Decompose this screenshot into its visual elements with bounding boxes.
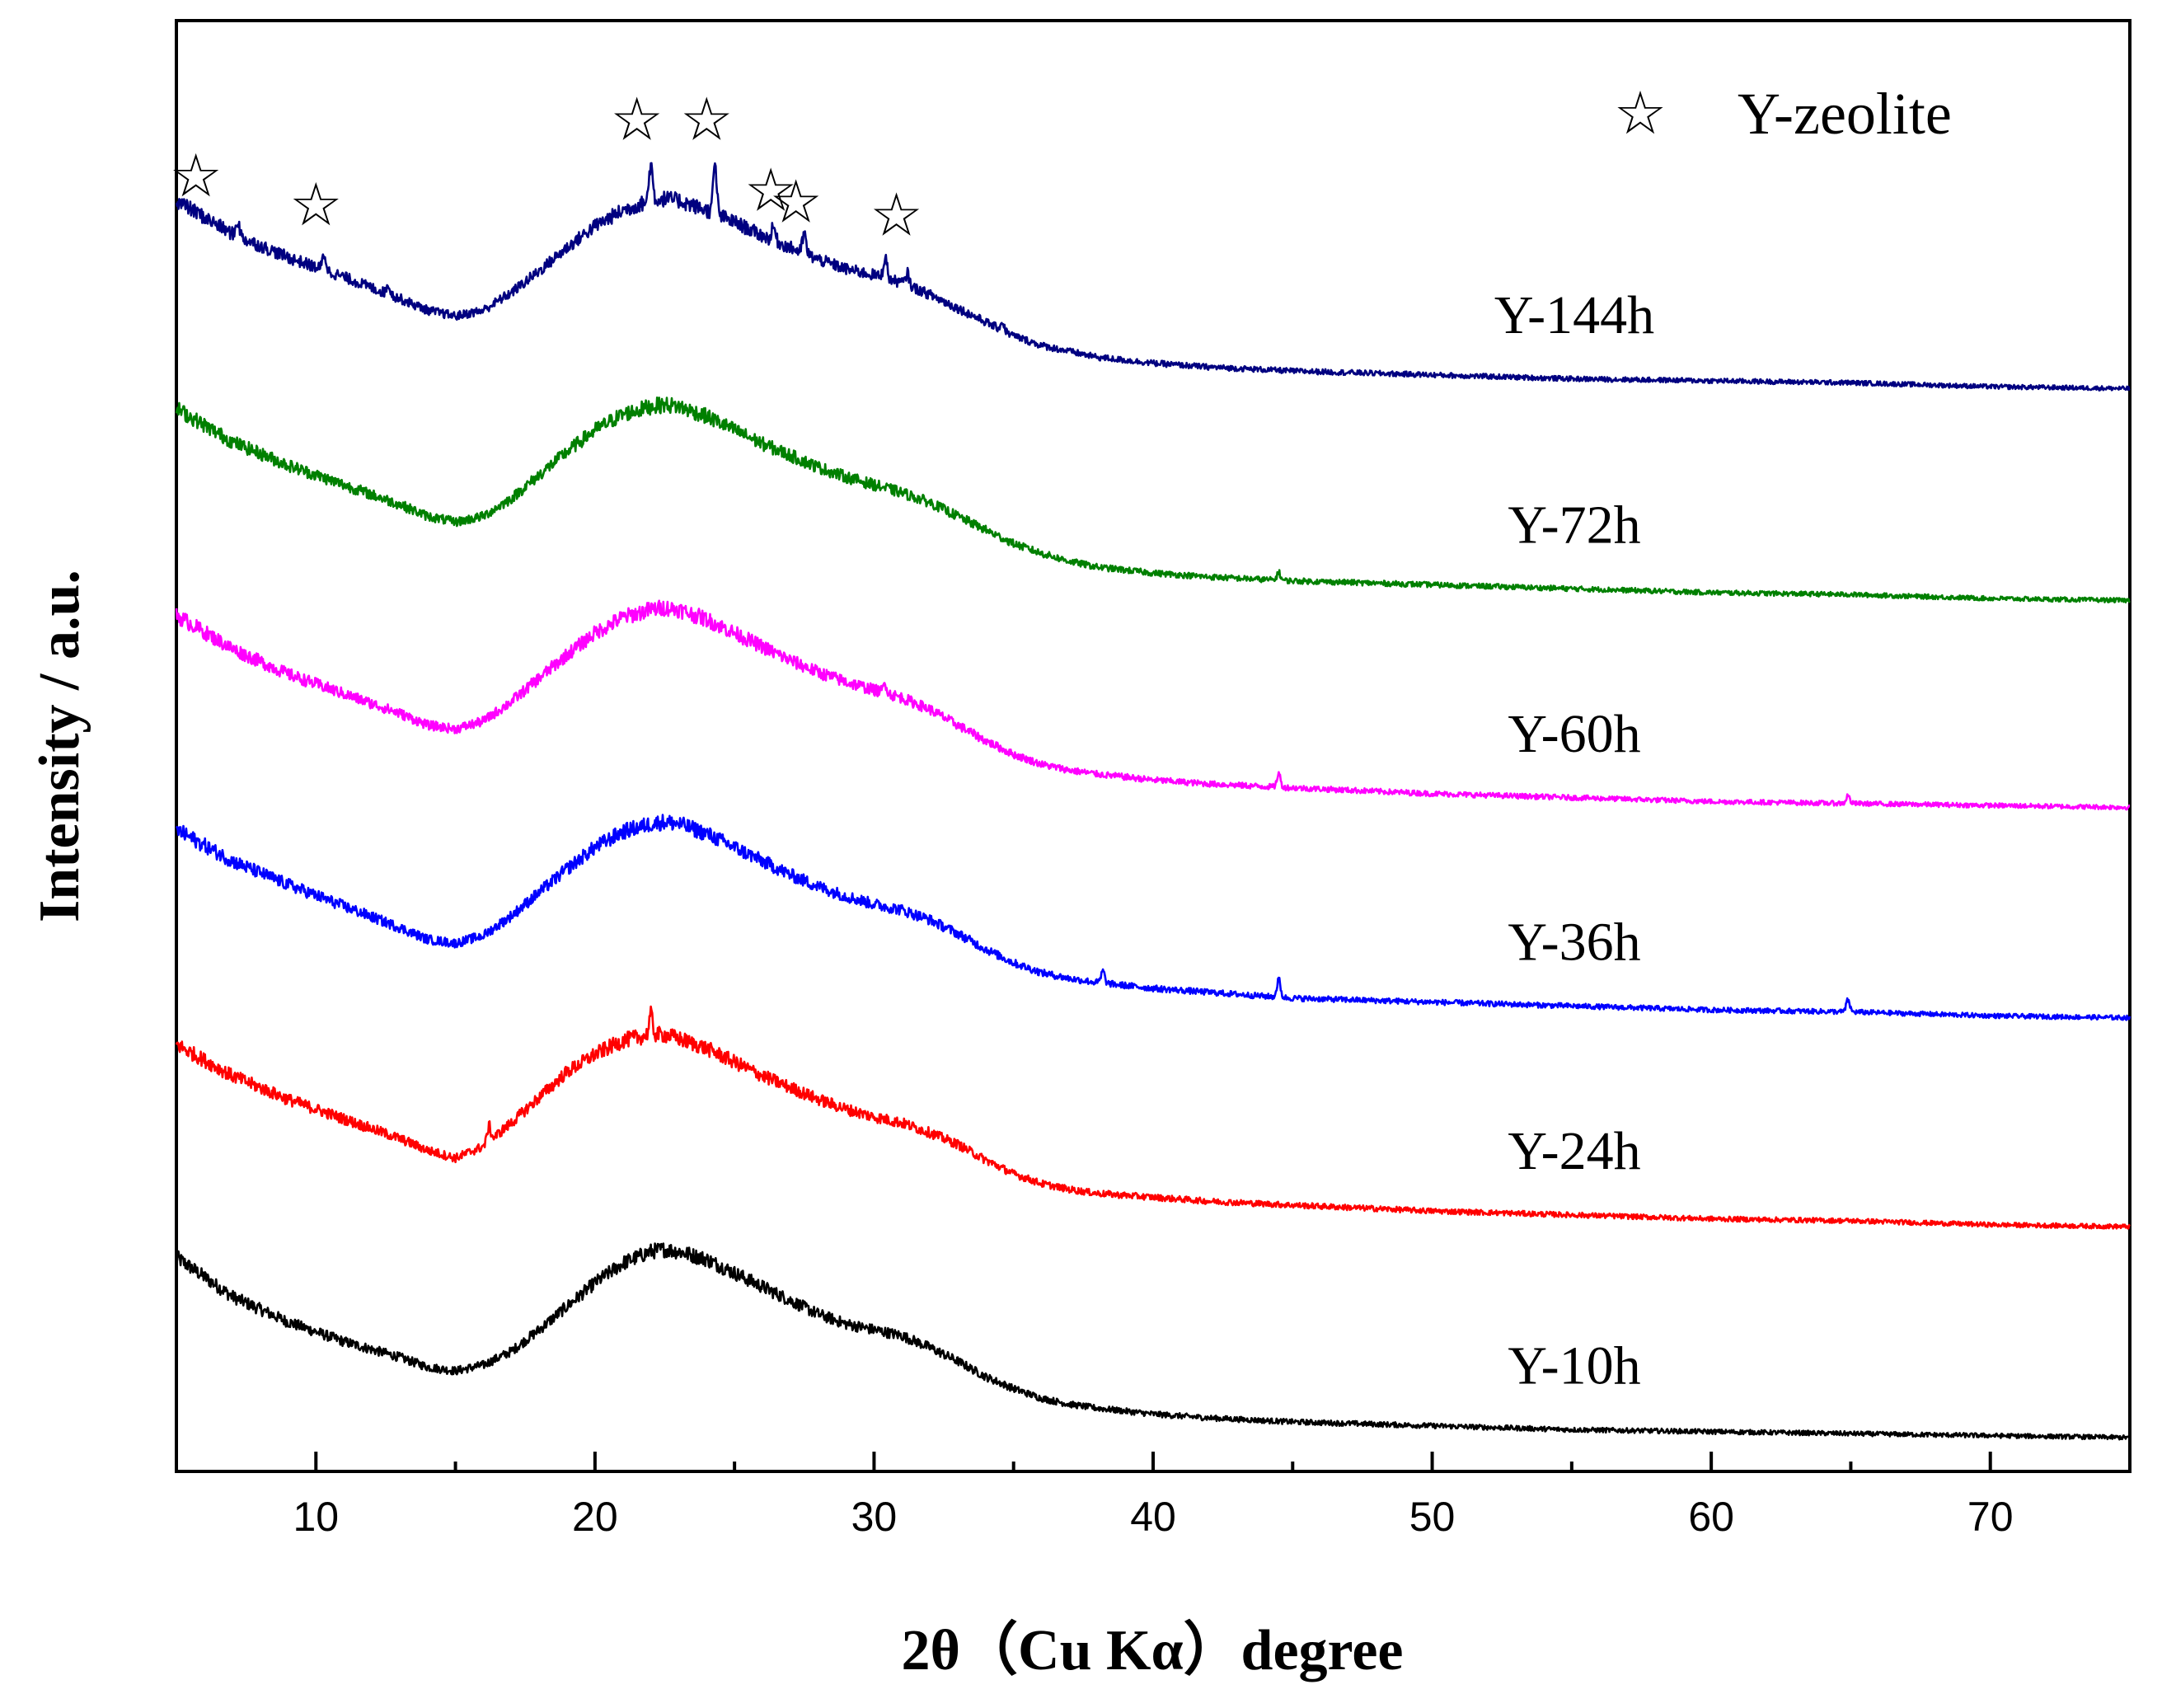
series-label: Y-144h	[1494, 285, 1654, 345]
legend-label: Y-zeolite	[1738, 81, 1952, 147]
legend: ☆ Y-zeolite	[1614, 81, 1952, 147]
plot-frame	[175, 19, 2132, 1473]
x-tick-label: 10	[293, 1494, 339, 1540]
series-line	[175, 1005, 2131, 1230]
x-tick-label: 30	[851, 1494, 898, 1540]
series-line	[175, 1242, 2132, 1441]
peak-star-marker: ☆	[610, 87, 664, 152]
series-label: Y-24h	[1508, 1121, 1640, 1181]
x-tick-label: 50	[1409, 1494, 1456, 1540]
legend-marker: ☆	[1614, 81, 1667, 147]
series-layer	[175, 162, 2132, 1441]
annotation-layer: ☆ ☆☆ ☆☆☆ ☆	[169, 87, 922, 248]
peak-star-marker: ☆	[680, 87, 734, 152]
series-label: Y-10h	[1508, 1336, 1640, 1396]
x-axis: 10 20 30 40 50 60 70	[175, 1452, 2132, 1540]
peak-star-marker: ☆	[289, 172, 343, 238]
y-axis-title: Intensity / a.u.	[28, 570, 91, 922]
series-labels: Y-10h Y-24h Y-36h Y-60h Y-72h Y-144h	[1494, 285, 1654, 1396]
x-tick-label: 60	[1688, 1494, 1734, 1540]
peak-star-marker: ☆	[769, 170, 823, 236]
x-tick-label: 20	[572, 1494, 618, 1540]
peak-star-marker: ☆	[169, 143, 223, 209]
series-line	[175, 162, 2131, 392]
series-label: Y-36h	[1508, 913, 1640, 973]
series-line	[175, 599, 2131, 811]
peak-star-marker: ☆	[744, 158, 798, 224]
series-label: Y-60h	[1508, 704, 1640, 764]
series-line	[175, 814, 2132, 1021]
series-line	[175, 396, 2132, 604]
x-tick-label: 40	[1130, 1494, 1176, 1540]
x-tick-label: 70	[1967, 1494, 2014, 1540]
peak-star-marker: ☆	[870, 182, 923, 248]
x-axis-title: 2θ（Cu Kα）degree	[902, 1618, 1404, 1682]
series-label: Y-72h	[1508, 495, 1640, 555]
